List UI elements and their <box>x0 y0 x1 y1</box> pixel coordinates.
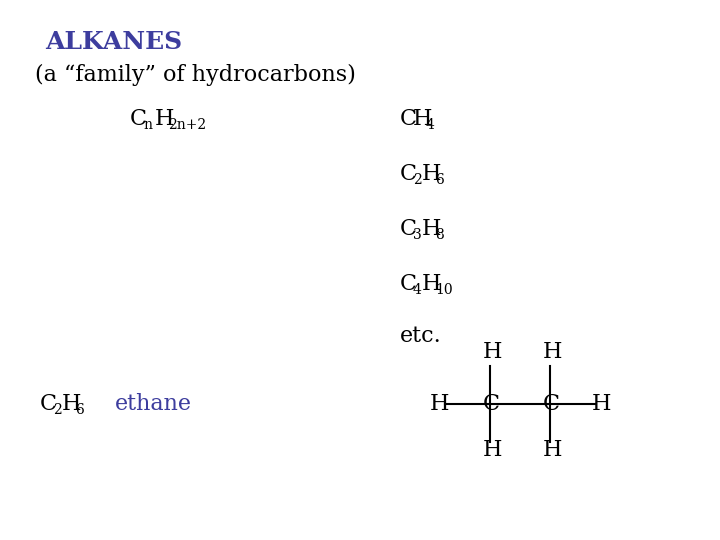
Text: n: n <box>143 118 152 132</box>
Text: C: C <box>543 393 560 415</box>
Text: ethane: ethane <box>115 393 192 415</box>
Text: H: H <box>422 273 441 295</box>
Text: 2: 2 <box>53 403 62 417</box>
Text: H: H <box>422 218 441 240</box>
Text: C: C <box>130 108 147 130</box>
Text: C: C <box>400 163 417 185</box>
Text: 10: 10 <box>435 283 453 297</box>
Text: 2: 2 <box>413 173 422 187</box>
Text: H: H <box>430 393 449 415</box>
Text: C: C <box>400 273 417 295</box>
Text: 6: 6 <box>75 403 84 417</box>
Text: 6: 6 <box>435 173 444 187</box>
Text: ALKANES: ALKANES <box>45 30 182 54</box>
Text: C: C <box>483 393 500 415</box>
Text: 4: 4 <box>413 283 422 297</box>
Text: H: H <box>543 439 562 461</box>
Text: H: H <box>155 108 174 130</box>
Text: H: H <box>543 341 562 363</box>
Text: C: C <box>400 218 417 240</box>
Text: H: H <box>592 393 611 415</box>
Text: H: H <box>422 163 441 185</box>
Text: (a “family” of hydrocarbons): (a “family” of hydrocarbons) <box>35 64 356 86</box>
Text: C: C <box>40 393 57 415</box>
Text: H: H <box>483 439 503 461</box>
Text: 8: 8 <box>435 228 444 242</box>
Text: C: C <box>400 108 417 130</box>
Text: H: H <box>413 108 433 130</box>
Text: 4: 4 <box>426 118 435 132</box>
Text: 3: 3 <box>413 228 422 242</box>
Text: 2n+2: 2n+2 <box>168 118 206 132</box>
Text: H: H <box>62 393 81 415</box>
Text: H: H <box>483 341 503 363</box>
Text: etc.: etc. <box>400 325 442 347</box>
